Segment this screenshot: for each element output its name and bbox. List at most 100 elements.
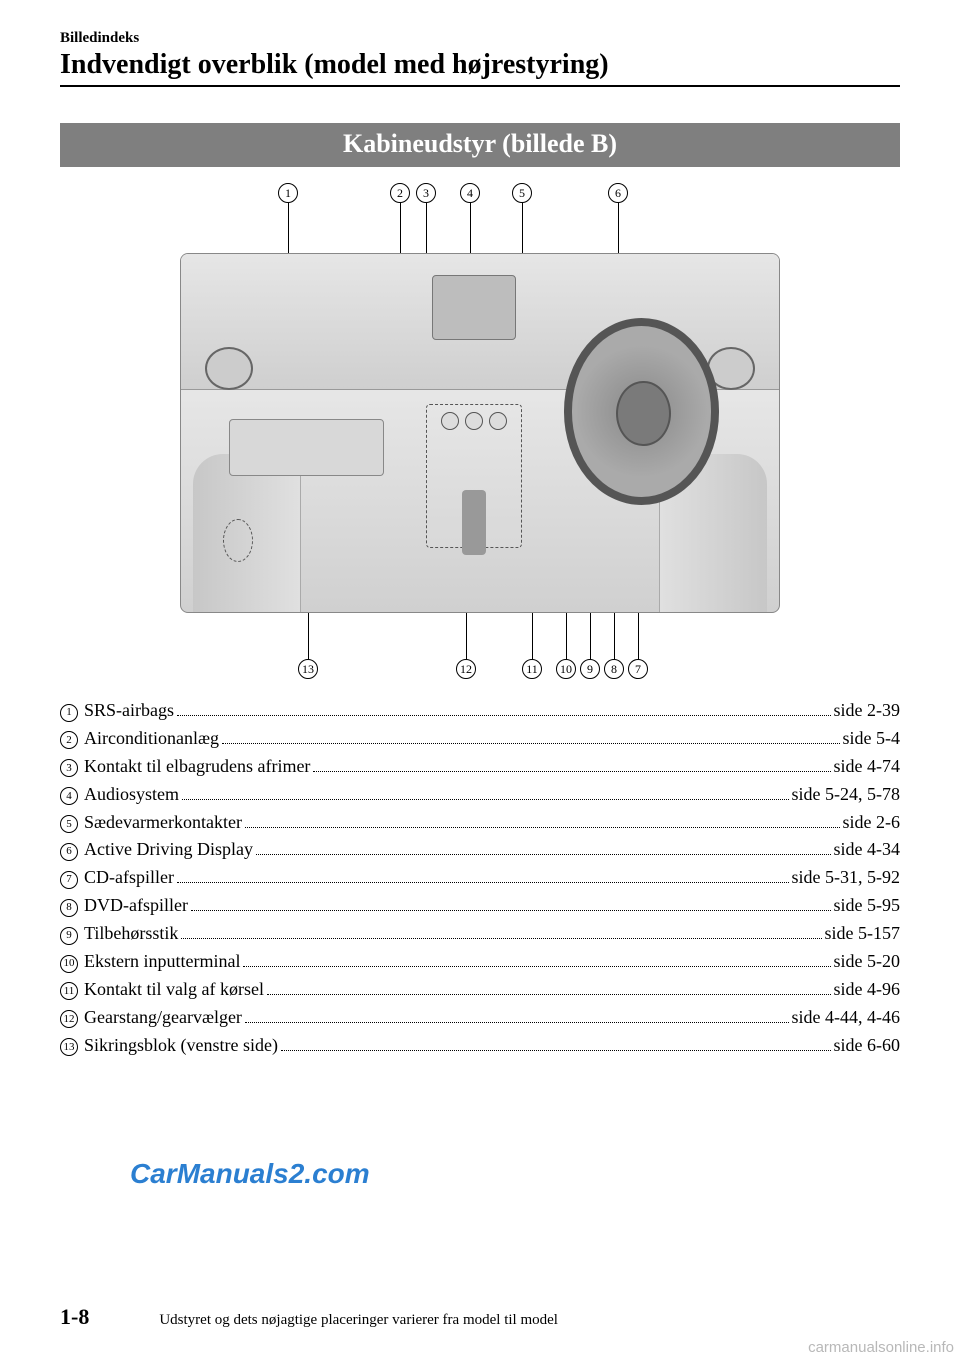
callout-leader <box>308 613 309 659</box>
callout-leader <box>470 203 471 253</box>
list-item-label: Kontakt til elbagrudens afrimer <box>84 753 310 781</box>
callout-leader <box>590 613 591 659</box>
callout-leader <box>522 203 523 253</box>
list-item: 11 Kontakt til valg af kørsel side 4-96 <box>60 976 900 1004</box>
callout-leader <box>288 203 289 253</box>
list-item-page: side 5-4 <box>843 725 901 753</box>
list-item-page: side 5-20 <box>834 948 901 976</box>
list-item: 9 Tilbehørsstik side 5-157 <box>60 920 900 948</box>
list-item: 3 Kontakt til elbagrudens afrimer side 4-7… <box>60 753 900 781</box>
list-item-page: side 4-96 <box>834 976 901 1004</box>
list-item-page: side 6-60 <box>834 1032 901 1060</box>
leader-dots <box>256 839 831 855</box>
list-item: 5Sædevarmerkontakterside 2-6 <box>60 809 900 837</box>
callout-marker: 5 <box>512 183 532 203</box>
list-item-marker: 6 <box>60 843 78 861</box>
list-item-label: Kontakt til valg af kørsel <box>84 976 264 1004</box>
leader-dots <box>245 1007 789 1023</box>
leader-dots <box>177 700 831 716</box>
leader-dots <box>182 783 789 799</box>
callout-leader <box>426 203 427 253</box>
list-item-page: side 4-74 <box>834 753 901 781</box>
callout-leader <box>466 613 467 659</box>
leader-dots <box>191 895 831 911</box>
list-item: 7 CD-afspiller side 5-31, 5-92 <box>60 864 900 892</box>
list-item: 2 Airconditionanlæg side 5-4 <box>60 725 900 753</box>
callout-leader <box>532 613 533 659</box>
list-item-marker: 9 <box>60 927 78 945</box>
list-item: 10 Ekstern inputterminal side 5-20 <box>60 948 900 976</box>
list-item-label: CD-afspiller <box>84 864 174 892</box>
leader-dots <box>181 923 821 939</box>
list-item-label: Airconditionanlæg <box>84 725 219 753</box>
callout-marker: 11 <box>522 659 542 679</box>
list-item: 8 DVD-afspiller side 5-95 <box>60 892 900 920</box>
watermark-text: CarManuals2.com <box>130 1158 370 1190</box>
list-item: 6 Active Driving Display side 4-34 <box>60 836 900 864</box>
list-item-marker: 1 <box>60 704 78 722</box>
list-item-label: Sædevarmerkontakter <box>84 809 242 837</box>
list-item: 13 Sikringsblok (venstre side) side 6-60 <box>60 1032 900 1060</box>
callout-marker: 7 <box>628 659 648 679</box>
callout-marker: 4 <box>460 183 480 203</box>
dashboard-figure: 123456 13121110987 <box>160 173 800 683</box>
callout-row-bottom: 13121110987 <box>160 639 800 679</box>
list-item-page: side 2-39 <box>834 697 901 725</box>
list-item-label: Active Driving Display <box>84 836 253 864</box>
list-item-page: side 5-31, 5-92 <box>792 864 900 892</box>
list-item-marker: 8 <box>60 899 78 917</box>
callout-leader <box>566 613 567 659</box>
callout-marker: 13 <box>298 659 318 679</box>
callout-marker: 3 <box>416 183 436 203</box>
list-item-marker: 12 <box>60 1010 78 1028</box>
index-list: 1 SRS-airbags side 2-39 2 Airconditionanlæg s… <box>60 697 900 1060</box>
list-item-page: side 5-157 <box>825 920 901 948</box>
list-item-label: Gearstang/gearvælger <box>84 1004 242 1032</box>
list-item-label: Tilbehørsstik <box>84 920 178 948</box>
callout-leader <box>638 613 639 659</box>
callout-marker: 9 <box>580 659 600 679</box>
callout-leader <box>400 203 401 253</box>
list-item: 1 SRS-airbags side 2-39 <box>60 697 900 725</box>
list-item-marker: 2 <box>60 731 78 749</box>
callout-leader <box>614 613 615 659</box>
list-item-marker: 13 <box>60 1038 78 1056</box>
list-item-page: side 5-24, 5-78 <box>792 781 900 809</box>
header-rule <box>60 85 900 87</box>
list-item-label: SRS-airbags <box>84 697 174 725</box>
site-watermark: carmanualsonline.info <box>808 1339 954 1356</box>
list-item: 12 Gearstang/gearvælger side 4-44, 4-46 <box>60 1004 900 1032</box>
leader-dots <box>267 979 831 995</box>
list-item-marker: 7 <box>60 871 78 889</box>
callout-marker: 1 <box>278 183 298 203</box>
footer-note: Udstyret og dets nøjagtige placeringer v… <box>159 1312 558 1329</box>
section-banner: Kabineudstyr (billede B) <box>60 123 900 167</box>
list-item-page: side 4-44, 4-46 <box>792 1004 900 1032</box>
page-footer: 1-8 Udstyret og dets nøjagtige placering… <box>60 1304 900 1330</box>
dashboard-illustration <box>180 253 780 613</box>
page-title: Indvendigt overblik (model med højrestyr… <box>60 49 900 81</box>
leader-dots <box>177 867 789 883</box>
list-item-label: Sikringsblok (venstre side) <box>84 1032 278 1060</box>
footer-page-number: 1-8 <box>60 1304 89 1330</box>
callout-marker: 2 <box>390 183 410 203</box>
figure-container: 123456 13121110987 <box>60 173 900 683</box>
list-item-marker: 3 <box>60 759 78 777</box>
list-item-label: DVD-afspiller <box>84 892 188 920</box>
list-item-page: side 5-95 <box>834 892 901 920</box>
leader-dots <box>281 1035 831 1051</box>
list-item: 4 Audiosystem side 5-24, 5-78 <box>60 781 900 809</box>
list-item-marker: 10 <box>60 955 78 973</box>
callout-marker: 12 <box>456 659 476 679</box>
list-item-label: Ekstern inputterminal <box>84 948 240 976</box>
list-item-page: side 4-34 <box>834 836 901 864</box>
list-item-label: Audiosystem <box>84 781 179 809</box>
list-item-marker: 5 <box>60 815 78 833</box>
leader-dots <box>222 728 840 744</box>
callout-marker: 8 <box>604 659 624 679</box>
list-item-marker: 4 <box>60 787 78 805</box>
header-category: Billedindeks <box>60 30 900 47</box>
callout-row-top: 123456 <box>160 183 800 223</box>
list-item-marker: 11 <box>60 982 78 1000</box>
leader-dots <box>243 951 830 967</box>
